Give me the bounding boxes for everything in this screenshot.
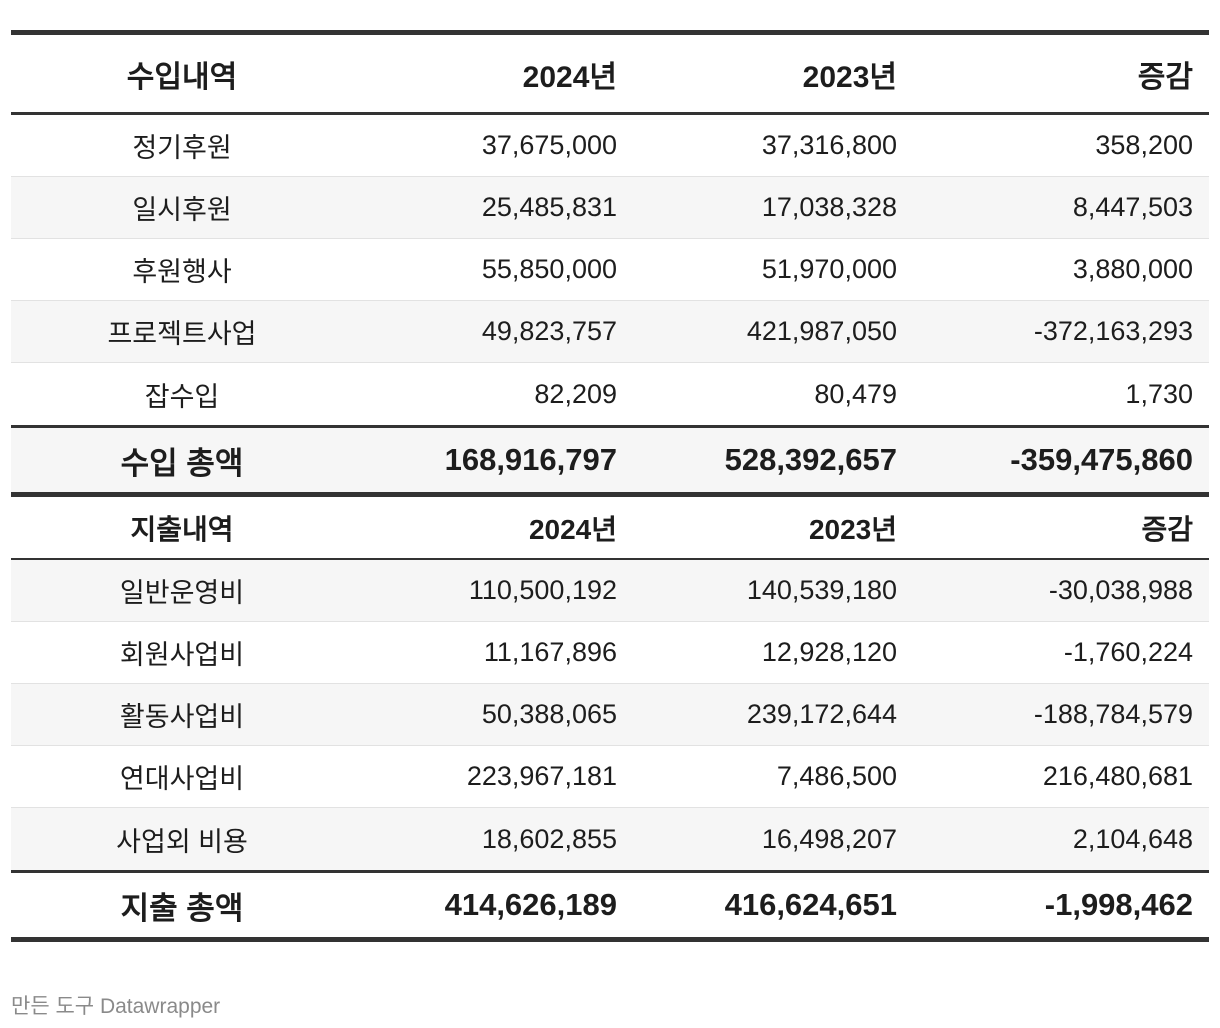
- table-row: 회원사업비 11,167,896 12,928,120 -1,760,224: [11, 622, 1209, 684]
- top-rule: [11, 30, 1209, 35]
- row-label: 연대사업비: [119, 764, 245, 794]
- row-label: 일시후원: [132, 195, 232, 225]
- income-header-label: 수입내역: [126, 60, 238, 94]
- income-header-row: 수입내역 2024년 2023년 증감: [11, 35, 1209, 112]
- value-change: -188,784,579: [1033, 699, 1193, 729]
- expense-header-change: 증감: [1141, 513, 1193, 545]
- value-2023: 421,987,050: [746, 316, 897, 346]
- table-row: 일시후원 25,485,831 17,038,328 8,447,503: [11, 177, 1209, 239]
- value-change: -1,760,224: [1063, 637, 1193, 667]
- datawrapper-credit[interactable]: 만든 도구 Datawrapper: [11, 995, 221, 1018]
- row-label: 프로젝트사업: [107, 319, 257, 349]
- expense-total-rule: [11, 870, 1209, 873]
- value-change: 8,447,503: [1072, 192, 1193, 222]
- row-label: 정기후원: [132, 133, 232, 163]
- table-row: 활동사업비 50,388,065 239,172,644 -188,784,57…: [11, 684, 1209, 746]
- table-row: 프로젝트사업 49,823,757 421,987,050 -372,163,2…: [11, 301, 1209, 363]
- expense-total-2023: 416,624,651: [724, 887, 897, 922]
- value-2023: 16,498,207: [761, 823, 897, 854]
- income-header-rule: [11, 112, 1209, 115]
- expense-total-change: -1,998,462: [1044, 887, 1193, 922]
- value-change: -30,038,988: [1048, 575, 1193, 605]
- income-header-2024: 2024년: [522, 60, 617, 94]
- row-label: 잡수입: [144, 381, 220, 412]
- value-change: 358,200: [1095, 130, 1193, 160]
- value-change: -372,163,293: [1033, 316, 1193, 346]
- row-label: 회원사업비: [119, 640, 245, 670]
- value-2024: 110,500,192: [468, 575, 617, 605]
- expense-header-row: 지출내역 2024년 2023년 증감: [11, 497, 1209, 558]
- table-row: 연대사업비 223,967,181 7,486,500 216,480,681: [11, 746, 1209, 808]
- row-label: 일반운영비: [119, 578, 245, 608]
- income-header-change: 증감: [1137, 60, 1193, 94]
- value-change: 2,104,648: [1072, 823, 1193, 854]
- table-row: 일반운영비 110,500,192 140,539,180 -30,038,98…: [11, 560, 1209, 622]
- income-total-row: 수입 총액 168,916,797 528,392,657 -359,475,8…: [11, 428, 1209, 492]
- value-2024: 49,823,757: [481, 316, 617, 346]
- income-total-rule: [11, 425, 1209, 428]
- bottom-rule: [11, 937, 1209, 942]
- table-row: 잡수입 82,209 80,479 1,730: [11, 363, 1209, 425]
- table-row: 정기후원 37,675,000 37,316,800 358,200: [11, 115, 1209, 177]
- value-2023: 37,316,800: [761, 130, 897, 160]
- value-2024: 50,388,065: [481, 699, 617, 729]
- value-2023: 17,038,328: [761, 192, 897, 222]
- value-2024: 82,209: [534, 378, 617, 409]
- value-2023: 51,970,000: [761, 254, 897, 284]
- expense-total-row: 지출 총액 414,626,189 416,624,651 -1,998,462: [11, 873, 1209, 937]
- value-2023: 80,479: [814, 378, 897, 409]
- value-2024: 55,850,000: [481, 254, 617, 284]
- income-total-change: -359,475,860: [1010, 442, 1193, 477]
- value-change: 1,730: [1125, 378, 1193, 409]
- income-total-2024: 168,916,797: [444, 442, 617, 477]
- value-2024: 18,602,855: [481, 823, 617, 854]
- value-2023: 140,539,180: [746, 575, 897, 605]
- expense-total-2024: 414,626,189: [444, 887, 617, 922]
- expense-header-rule: [11, 558, 1209, 560]
- value-2023: 7,486,500: [776, 761, 897, 791]
- table-row: 후원행사 55,850,000 51,970,000 3,880,000: [11, 239, 1209, 301]
- expense-header-label: 지출내역: [130, 513, 234, 545]
- section-divider-rule: [11, 492, 1209, 497]
- expense-header-2023: 2023년: [808, 513, 897, 545]
- expense-header-2024: 2024년: [528, 513, 617, 545]
- expense-total-label: 지출 총액: [120, 890, 244, 926]
- value-2024: 37,675,000: [481, 130, 617, 160]
- value-2023: 12,928,120: [761, 637, 897, 667]
- row-label: 사업외 비용: [116, 826, 248, 857]
- income-total-label: 수입 총액: [120, 445, 244, 481]
- value-2024: 25,485,831: [481, 192, 617, 222]
- value-change: 3,880,000: [1072, 254, 1193, 284]
- value-change: 216,480,681: [1042, 761, 1193, 791]
- income-header-2023: 2023년: [802, 60, 897, 94]
- value-2024: 11,167,896: [483, 637, 617, 667]
- row-label: 활동사업비: [119, 702, 245, 732]
- value-2024: 223,967,181: [466, 761, 617, 791]
- value-2023: 239,172,644: [746, 699, 897, 729]
- budget-table: 수입내역 2024년 2023년 증감 정기후원 37,675,000 37,3…: [11, 30, 1209, 942]
- income-total-2023: 528,392,657: [724, 442, 897, 477]
- row-label: 후원행사: [132, 257, 232, 287]
- table-row: 사업외 비용 18,602,855 16,498,207 2,104,648: [11, 808, 1209, 870]
